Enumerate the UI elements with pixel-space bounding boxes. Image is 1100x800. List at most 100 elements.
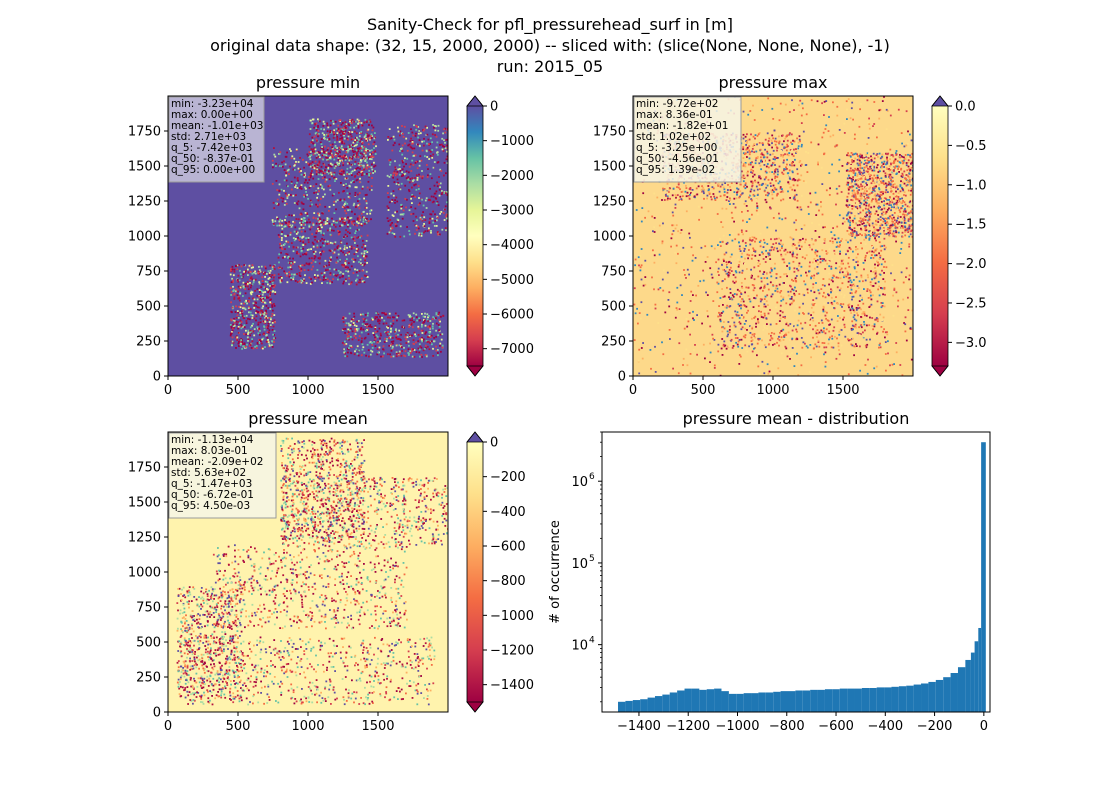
colorbar-tick-label: −800 <box>490 574 526 589</box>
colorbar-tick-label: 0 <box>490 436 498 451</box>
axes-ticks: 0 500 1000 1500 0 250 500 750 1000 1250 1500 1750 <box>593 125 860 399</box>
axes-ticks: 0 500 1000 1500 0 250 500 750 1000 1250 1500 1750 <box>128 461 395 735</box>
x-tick-label: 500 <box>226 719 251 734</box>
stats-line: min: -3.23e+04 <box>171 98 254 110</box>
histogram-bar <box>928 681 936 712</box>
colorbar: 0 −200 −400 −600 −800 −1000 −1200 −1400 <box>466 431 534 713</box>
colorbar-tick-label: −4000 <box>490 238 534 253</box>
x-tick-label: 0 <box>164 383 172 398</box>
colorbar-tick-label: −1.0 <box>955 178 987 193</box>
stats-line: q_5: -7.42e+03 <box>171 142 252 154</box>
histogram-bar <box>913 684 922 712</box>
histogram-bar <box>981 442 986 712</box>
colorbar-tick-label: −7000 <box>490 342 534 357</box>
stats-line: min: -1.13e+04 <box>171 434 254 446</box>
histogram-bar <box>677 690 685 712</box>
y-tick-label: 1500 <box>128 160 161 175</box>
histogram-bar <box>714 688 722 712</box>
colorbar-tick-label: −200 <box>490 470 526 485</box>
histogram-bar <box>847 688 855 712</box>
histogram-bar <box>743 693 752 712</box>
x-tick-label: 500 <box>226 383 251 398</box>
histogram-bar <box>618 701 626 712</box>
x-tick-label: 1500 <box>826 383 859 398</box>
x-tick-label: 1000 <box>756 383 789 398</box>
y-tick-label: 250 <box>601 335 626 350</box>
stats-line: mean: -2.09e+02 <box>171 456 263 468</box>
histogram-bar <box>974 641 979 712</box>
histogram-bar <box>884 687 892 712</box>
histogram-bar <box>854 688 862 712</box>
panel-title: pressure min <box>256 73 360 92</box>
y-tick-label: 1000 <box>128 566 161 581</box>
y-tick-label: 1000 <box>593 230 626 245</box>
x-tick-label: 1000 <box>291 719 324 734</box>
x-tick-label: −1200 <box>666 719 710 734</box>
y-tick-label: 0 <box>153 370 161 385</box>
histogram-bar <box>751 693 759 712</box>
histogram-bar <box>640 699 648 712</box>
histogram-bar <box>721 691 729 712</box>
colorbar-extend-top <box>466 95 484 107</box>
histogram-bar <box>625 700 633 712</box>
colorbar-outline <box>931 95 949 377</box>
histogram-bar <box>787 691 796 712</box>
stats-box-background <box>168 432 277 519</box>
histogram-bar <box>810 689 818 712</box>
histogram-bar <box>978 627 982 712</box>
colorbar-tick-label: −1000 <box>490 134 534 149</box>
stats-line: std: 1.02e+02 <box>636 131 711 143</box>
x-tick-label: 1000 <box>291 383 324 398</box>
colorbar-outline <box>466 95 484 377</box>
colorbar-tick-label: 0 <box>490 100 498 115</box>
y-tick-label: 750 <box>601 265 626 280</box>
colorbar-tick-label: −6000 <box>490 308 534 323</box>
stats-line: mean: -1.82e+01 <box>636 120 728 132</box>
colorbar-tick-label: −0.5 <box>955 139 987 154</box>
y-tick-label: 10 <box>571 639 588 654</box>
y-tick-label: 500 <box>136 300 161 315</box>
x-tick-label: 0 <box>980 719 988 734</box>
x-tick-label: −200 <box>917 719 953 734</box>
colorbar: 0 −1000 −2000 −3000 −4000 −5000 −6000 −7000 <box>466 95 534 377</box>
colorbar-tick-label: −1000 <box>490 609 534 624</box>
colorbar-ramp <box>467 106 483 366</box>
colorbar-extend-top <box>931 95 949 107</box>
y-tick-label: 10 <box>571 557 588 572</box>
colorbar-tick-label: −3.0 <box>955 336 987 351</box>
colorbar: 0.0 −0.5 −1.0 −1.5 −2.0 −2.5 −3.0 <box>931 95 987 377</box>
suptitle-line-2: original data shape: (32, 15, 2000, 2000… <box>210 36 890 55</box>
colorbar-tick-label: −1200 <box>490 644 534 659</box>
y-tick-label: 1750 <box>128 125 161 140</box>
x-tick-label: 0 <box>164 719 172 734</box>
y-tick-label: 250 <box>136 671 161 686</box>
y-tick-label: 500 <box>136 636 161 651</box>
heatmap-speckles <box>176 437 448 706</box>
y-tick-label: 250 <box>136 335 161 350</box>
stats-line: min: -9.72e+02 <box>636 98 718 110</box>
histogram-bar <box>906 685 914 712</box>
stats-line: max: 8.36e-01 <box>636 109 713 121</box>
y-tick-label: 0 <box>618 370 626 385</box>
colorbar-extend-bottom <box>931 365 949 377</box>
histogram-bar <box>773 691 781 712</box>
histogram-bar <box>861 687 870 712</box>
histogram-bar <box>839 688 848 712</box>
x-tick-label: 500 <box>691 383 716 398</box>
y-tick-label: 10 <box>571 475 588 490</box>
y-tick-label: 1750 <box>128 461 161 476</box>
stats-line: q_95: 1.39e-02 <box>636 164 715 176</box>
histogram-bar <box>669 692 678 712</box>
stats-line: max: 0.00e+00 <box>171 109 253 121</box>
stats-line: std: 5.63e+02 <box>171 467 246 479</box>
stats-line: q_5: -3.25e+00 <box>636 142 717 154</box>
histogram-bars <box>618 442 986 712</box>
colorbar-extend-top <box>466 431 484 443</box>
histogram-bar <box>654 696 663 712</box>
colorbar-tick-label: −2.0 <box>955 257 987 272</box>
x-tick-label: 0 <box>629 383 637 398</box>
suptitle-line-3: run: 2015_05 <box>497 57 603 77</box>
stats-line: q_50: -8.37e-01 <box>171 153 254 165</box>
